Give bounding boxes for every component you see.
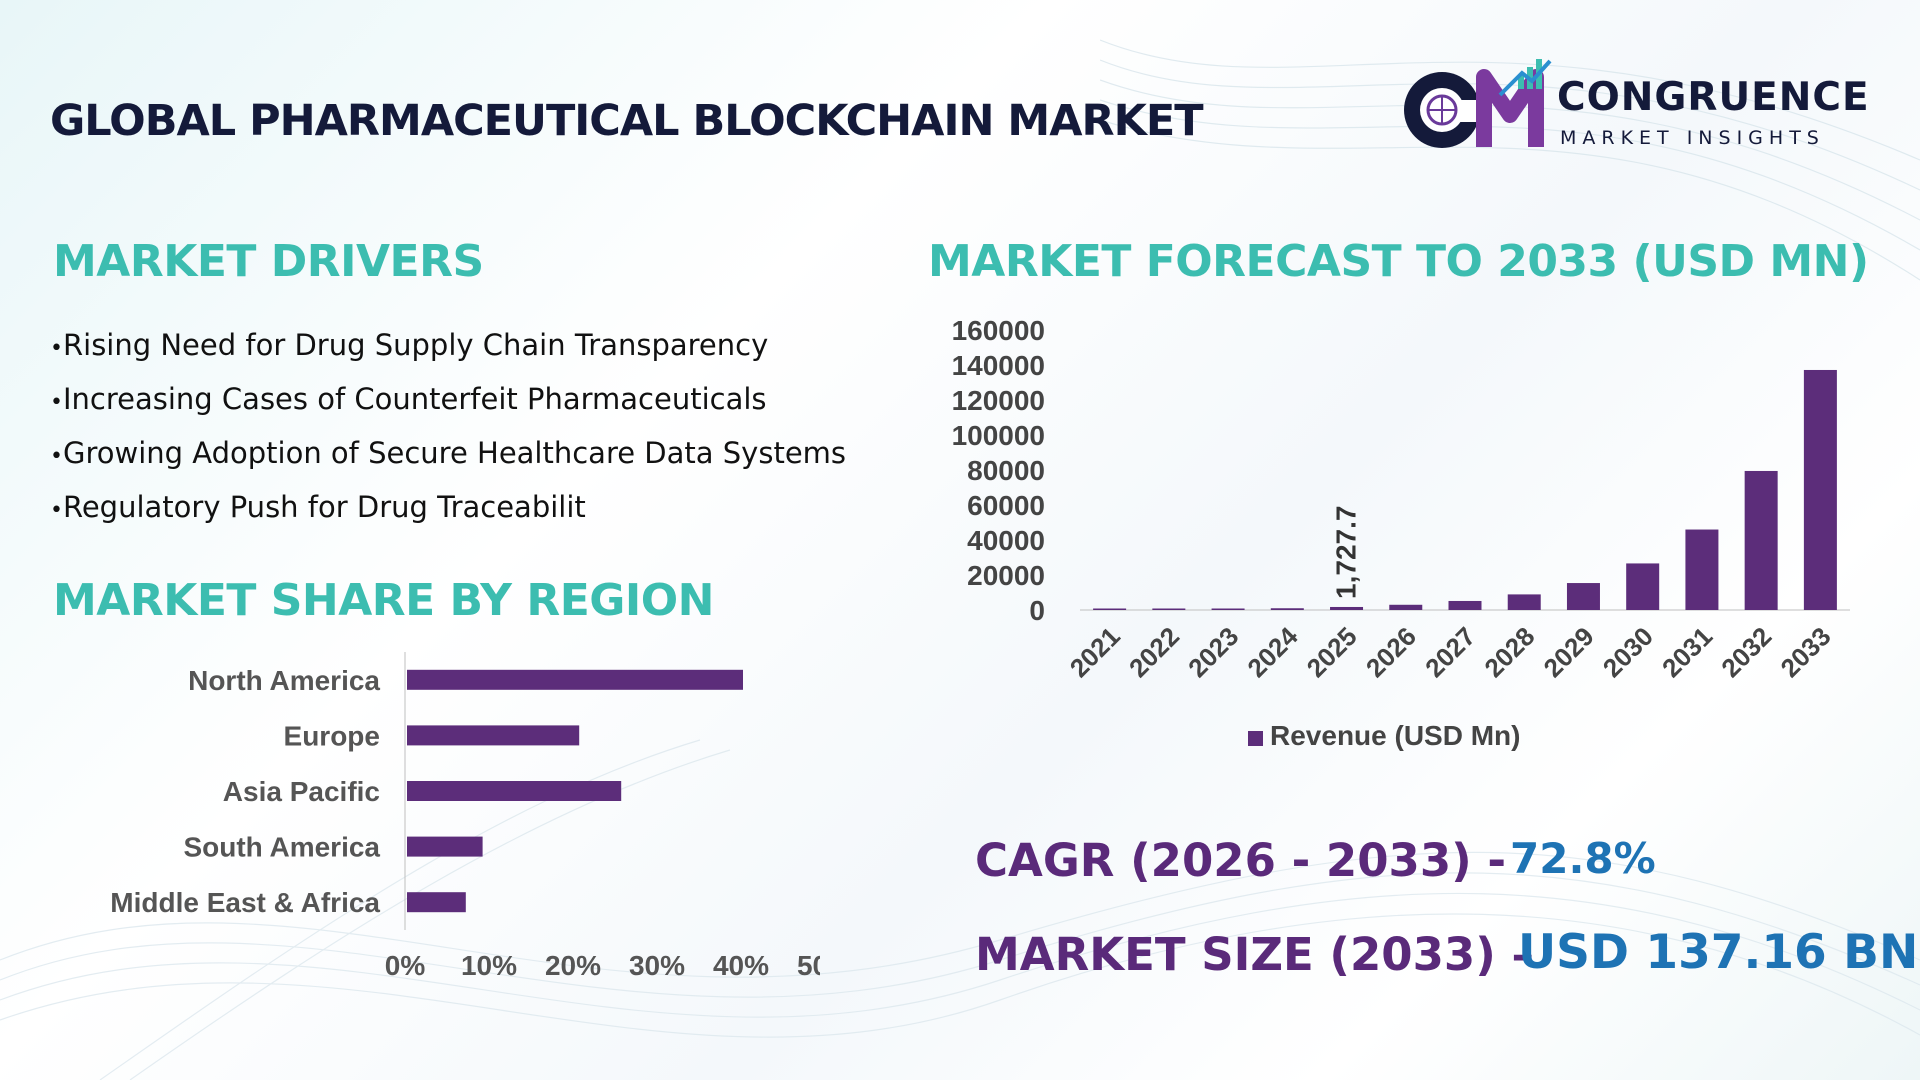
- forecast-bar: [1566, 583, 1600, 610]
- x-tick-label: 30%: [629, 950, 685, 981]
- region-label: Asia Pacific: [223, 776, 380, 807]
- region-bar: [407, 836, 483, 857]
- logo-tagline: MARKET INSIGHTS: [1560, 127, 1825, 149]
- x-tick-label: 2030: [1597, 621, 1659, 683]
- forecast-bar: [1211, 608, 1245, 610]
- x-tick-label: 2022: [1123, 621, 1185, 683]
- y-tick-label: 60000: [967, 490, 1045, 521]
- region-heading: MARKET SHARE BY REGION: [53, 575, 715, 626]
- logo-name: CONGRUENCE: [1557, 75, 1870, 120]
- legend-swatch: [1248, 731, 1263, 746]
- x-tick-label: 2025: [1301, 621, 1363, 683]
- x-tick-label: 40%: [713, 950, 769, 981]
- region-bar: [407, 669, 743, 690]
- driver-item: Growing Adoption of Secure Healthcare Da…: [50, 430, 846, 484]
- x-tick-label: 0%: [385, 950, 426, 981]
- data-label: 1,727.7: [1331, 506, 1362, 599]
- market-size-value: USD 137.16 BN: [1518, 925, 1919, 980]
- x-tick-label: 20%: [545, 950, 601, 981]
- y-tick-label: 140000: [952, 350, 1045, 381]
- forecast-bar-chart: 0 20000 40000 60000 80000 100000 120000 140000 1…: [952, 315, 1850, 751]
- region-label: Europe: [284, 720, 380, 751]
- region-bar: [407, 892, 466, 913]
- x-tick-label: 2021: [1064, 621, 1126, 683]
- forecast-bar: [1448, 600, 1482, 610]
- page-title: GLOBAL PHARMACEUTICAL BLOCKCHAIN MARKET: [50, 96, 1204, 146]
- x-tick-label: 2027: [1419, 621, 1481, 683]
- cagr-value: 72.8%: [1510, 834, 1656, 883]
- cagr-label: CAGR (2026 - 2033) -: [975, 834, 1507, 887]
- region-label: Middle East & Africa: [110, 887, 380, 918]
- y-tick-label: 80000: [967, 455, 1045, 486]
- drivers-list: Rising Need for Drug Supply Chain Transp…: [50, 322, 846, 538]
- forecast-bar: [1744, 470, 1778, 610]
- x-tick-label: 2023: [1182, 621, 1244, 683]
- y-tick-label: 100000: [952, 420, 1045, 451]
- forecast-bar: [1507, 594, 1541, 610]
- legend-label: Revenue (USD Mn): [1270, 720, 1520, 751]
- market-size-label: MARKET SIZE (2033) –: [975, 928, 1534, 981]
- y-tick-label: 0: [1029, 595, 1045, 626]
- x-tick-label: 2031: [1656, 621, 1718, 683]
- driver-item: Increasing Cases of Counterfeit Pharmace…: [50, 376, 846, 430]
- y-tick-label: 120000: [952, 385, 1045, 416]
- driver-item: Regulatory Push for Drug Traceabilit: [50, 484, 846, 538]
- x-tick-label: 2033: [1775, 621, 1837, 683]
- y-tick-label: 40000: [967, 525, 1045, 556]
- brand-logo: CONGRUENCE MARKET INSIGHTS: [1400, 55, 1870, 155]
- x-tick-label: 2026: [1360, 621, 1422, 683]
- region-label: South America: [183, 832, 380, 863]
- forecast-bar: [1626, 563, 1660, 610]
- region-label: North America: [188, 665, 380, 696]
- forecast-bar: [1685, 529, 1719, 610]
- forecast-bar: [1803, 369, 1837, 610]
- driver-item: Rising Need for Drug Supply Chain Transp…: [50, 322, 846, 376]
- region-bar: [407, 725, 580, 746]
- forecast-bar: [1152, 608, 1186, 610]
- x-tick-label: 50%: [797, 950, 820, 981]
- forecast-bar: [1330, 606, 1364, 610]
- drivers-heading: MARKET DRIVERS: [53, 236, 484, 287]
- forecast-bar: [1389, 604, 1423, 610]
- forecast-heading: MARKET FORECAST TO 2033 (USD MN): [928, 236, 1869, 287]
- region-bar: [407, 781, 622, 801]
- y-tick-label: 160000: [952, 315, 1045, 346]
- x-tick-label: 2032: [1715, 621, 1777, 683]
- forecast-bar: [1093, 608, 1127, 610]
- forecast-bar: [1270, 608, 1304, 610]
- x-tick-label: 10%: [461, 950, 517, 981]
- x-tick-label: 2024: [1241, 621, 1303, 683]
- logo-monogram-icon: [1404, 59, 1552, 148]
- region-bar-chart: North America Europe Asia Pacific South Ame…: [110, 652, 820, 981]
- x-tick-label: 2029: [1538, 621, 1600, 683]
- y-tick-label: 20000: [967, 560, 1045, 591]
- x-tick-label: 2028: [1478, 621, 1540, 683]
